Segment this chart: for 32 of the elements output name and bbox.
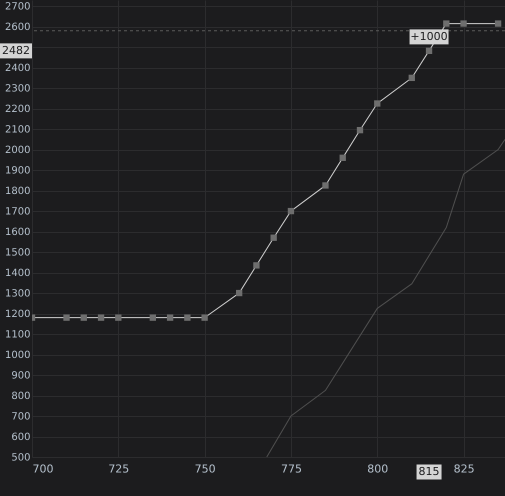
y-tick-label: 1000	[5, 350, 30, 362]
y-tick-label: 600	[11, 432, 30, 444]
y-tick-label: 2700	[5, 2, 30, 13]
line-series	[266, 138, 505, 457]
x-tick-label: 700	[32, 462, 54, 476]
x-tick-label: 800	[367, 462, 388, 476]
y-tick-label: 1300	[5, 288, 30, 300]
y-tick-label: 2300	[5, 84, 30, 95]
y-tick-label: 1200	[5, 309, 30, 320]
y-tick-label: 1800	[5, 186, 30, 198]
y-tick-label: 1700	[5, 206, 30, 218]
text: 815	[418, 465, 440, 478]
annotation: +1000	[410, 30, 448, 43]
y-tick-label: 2600	[5, 22, 30, 34]
y-tick-label: 500	[11, 452, 30, 464]
x-tick-label: 725	[108, 462, 130, 476]
y-tick-label: 2000	[5, 145, 30, 156]
y-tick-label: 900	[11, 370, 30, 382]
y-tick-label: 2400	[5, 63, 30, 74]
y-tick-label: 1900	[5, 166, 30, 177]
x-tick-label: 750	[194, 462, 216, 476]
y-tick-label: 1400	[5, 268, 30, 280]
y-tick-label: 2200	[5, 104, 30, 116]
x-tick-label: 825	[454, 462, 475, 476]
x-tick-label: 775	[280, 462, 302, 476]
text: 2482	[2, 44, 30, 57]
y-tick-label: 700	[11, 412, 30, 423]
y-tick-label: 2100	[5, 124, 30, 136]
y-tick-label: 1600	[5, 227, 30, 238]
y-tick-label: 1100	[5, 330, 30, 341]
y-tick-label: 800	[11, 391, 30, 402]
y-tick-label: 1500	[5, 248, 30, 259]
